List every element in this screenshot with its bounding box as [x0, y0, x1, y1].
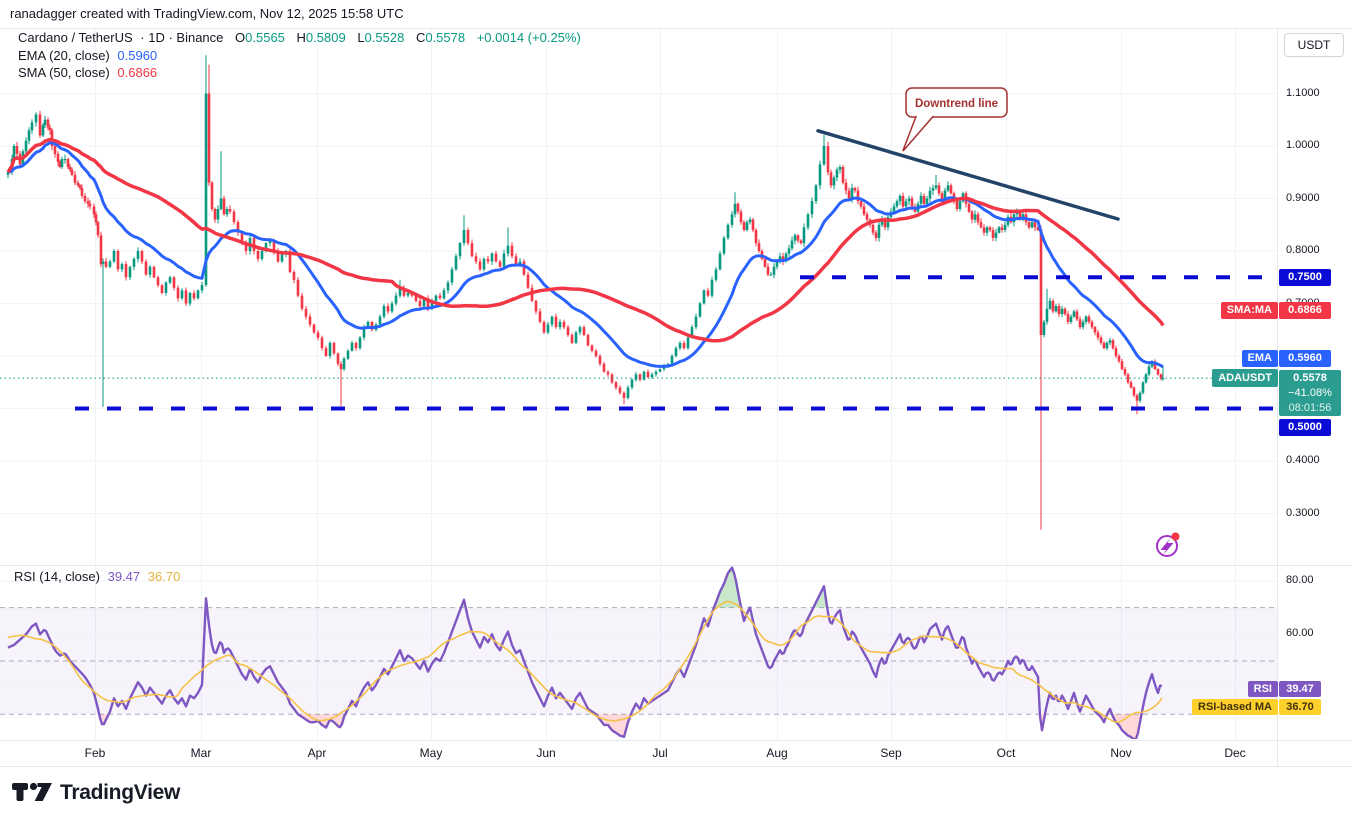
- month-label-Aug[interactable]: Aug: [766, 746, 788, 760]
- rsi-tick-60.00: 60.00: [1286, 627, 1314, 640]
- symbol-badge-line-1: −41.08%: [1288, 387, 1332, 400]
- symbol-title[interactable]: Cardano / TetherUS: [18, 30, 133, 45]
- price-tick-0.8000: 0.8000: [1286, 244, 1320, 256]
- tradingview-logo[interactable]: TradingView: [12, 781, 180, 805]
- symbol-badge-line-0: 0.5578: [1293, 372, 1327, 385]
- ohlc-open: O0.5565: [235, 30, 285, 45]
- ohlc-high: H0.5809: [296, 30, 346, 45]
- ema-badge-label: EMA: [1241, 349, 1278, 367]
- symbol-badge-line-2: 08:01:56: [1288, 402, 1332, 415]
- flash-publish-icon[interactable]: [1152, 529, 1184, 561]
- symbol-meta: · 1D · Binance: [140, 30, 224, 45]
- ema-legend[interactable]: EMA (20, close) 0.5960: [18, 48, 157, 63]
- sma-label: SMA (50, close): [18, 65, 110, 80]
- month-label-Mar[interactable]: Mar: [190, 746, 212, 760]
- lightning-bolt-icon: [1160, 538, 1174, 555]
- rsi-badge-value-1: 36.70: [1279, 699, 1321, 715]
- rsi-value: 39.47: [107, 569, 141, 584]
- sma-line[interactable]: [6, 137, 1165, 343]
- rsi-ma-value: 36.70: [147, 569, 181, 584]
- ohlc-close: C0.5578: [415, 30, 466, 45]
- rsi-legend[interactable]: RSI (14, close) 39.47 36.70: [14, 569, 180, 584]
- sma-ma-badge-label: SMA:MA: [1220, 302, 1278, 320]
- downtrend-line[interactable]: [816, 129, 1120, 221]
- ema-label: EMA (20, close): [18, 48, 110, 63]
- price-scale-divider[interactable]: [1277, 28, 1278, 766]
- notification-dot: [1171, 532, 1180, 541]
- symbol-price-badge: 0.5578 −41.08% 08:01:56: [1279, 370, 1341, 417]
- month-label-Nov[interactable]: Nov: [1110, 746, 1132, 760]
- level-badge-0.7500: 0.7500: [1279, 268, 1331, 286]
- symbol-legend: Cardano / TetherUS · 1D · Binance O0.556…: [18, 30, 581, 45]
- month-label-Feb[interactable]: Feb: [84, 746, 106, 760]
- month-label-May[interactable]: May: [419, 746, 443, 760]
- month-label-Sep[interactable]: Sep: [880, 746, 902, 760]
- downtrend-callout[interactable]: Downtrend line: [902, 87, 1008, 152]
- attribution-text: ranadagger created with TradingView.com,…: [10, 6, 404, 21]
- sma-ma-badge-value: 0.6866: [1279, 302, 1331, 320]
- price-tick-0.4000: 0.4000: [1286, 454, 1320, 466]
- change-value: +0.0014 (+0.25%): [476, 30, 581, 45]
- ema-line[interactable]: [7, 141, 1164, 369]
- sma-value: 0.6866: [117, 65, 158, 80]
- price-tick-1.0000: 1.0000: [1286, 139, 1320, 151]
- rsi-label: RSI (14, close): [14, 569, 100, 584]
- logo-text: TradingView: [60, 781, 181, 804]
- ohlc-low: L0.5528: [357, 30, 405, 45]
- month-label-Jun[interactable]: Jun: [536, 746, 556, 760]
- rsi-line[interactable]: [7, 566, 1163, 740]
- tradingview-glyph-icon: [12, 782, 52, 801]
- rsi-tick-80.00: 80.00: [1286, 574, 1314, 586]
- price-tick-0.9000: 0.9000: [1286, 191, 1320, 204]
- rsi-ma-line[interactable]: [7, 600, 1163, 723]
- header-divider: [0, 28, 1352, 29]
- rsi-badge-value-0: 39.47: [1279, 681, 1321, 697]
- pane-divider[interactable]: [0, 565, 1352, 566]
- rsi-badge-label-1: RSI-based MA: [1192, 699, 1278, 715]
- currency-toggle-button[interactable]: USDT: [1284, 33, 1344, 57]
- symbol-badge-label: ADAUSDT: [1212, 369, 1278, 388]
- level-badge-0.5000: 0.5000: [1279, 418, 1331, 436]
- footer-divider: [0, 766, 1352, 767]
- ema-badge-value: 0.5960: [1279, 349, 1331, 367]
- ema-value: 0.5960: [117, 48, 158, 63]
- month-label-Jul[interactable]: Jul: [652, 746, 668, 760]
- price-tick-0.3000: 0.3000: [1286, 506, 1320, 519]
- rsi-badge-label-0: RSI: [1247, 681, 1278, 697]
- candlestick-series: [6, 55, 1165, 530]
- month-label-Dec[interactable]: Dec: [1224, 746, 1246, 760]
- month-label-Apr[interactable]: Apr: [307, 746, 327, 760]
- callout-text: Downtrend line: [915, 98, 998, 110]
- sma-legend[interactable]: SMA (50, close) 0.6866: [18, 65, 157, 80]
- axis-divider: [0, 740, 1352, 741]
- flash-circle: [1156, 535, 1178, 557]
- month-label-Oct[interactable]: Oct: [996, 746, 1016, 760]
- rsi-series: [7, 566, 1163, 740]
- price-tick-1.1000: 1.1000: [1286, 86, 1320, 99]
